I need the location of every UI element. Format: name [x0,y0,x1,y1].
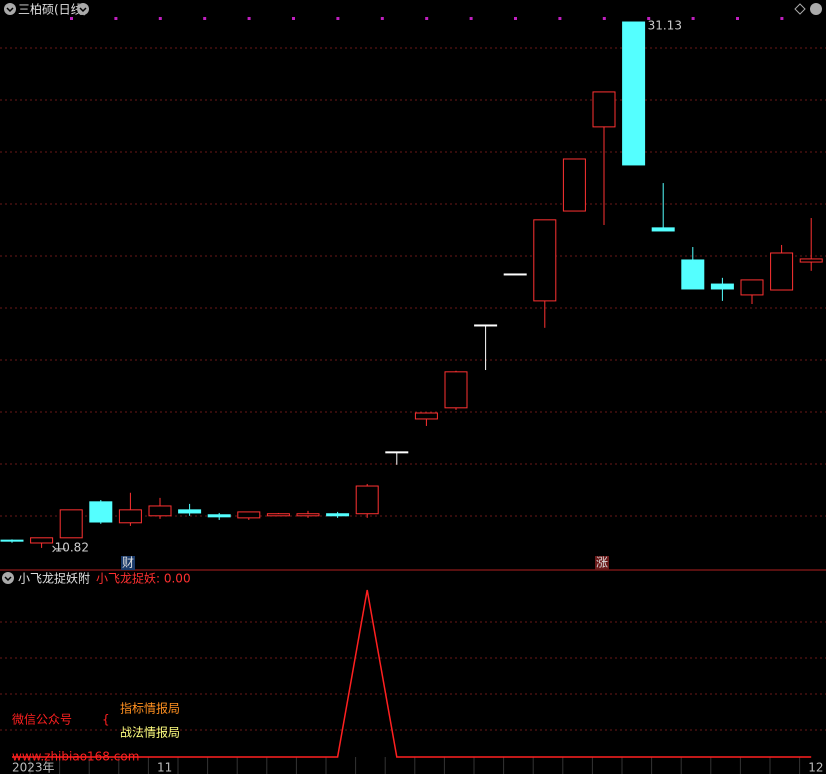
top-dot [691,17,695,20]
candle-body [385,451,409,454]
candle-body [770,252,794,291]
candle-body [355,485,379,515]
top-dot [336,17,340,20]
top-dot [647,17,651,20]
menu-chevron [6,7,14,13]
candle-body [237,511,261,519]
dropdown-icon[interactable] [77,3,89,15]
top-dot [425,17,429,20]
candle-body [799,258,823,263]
watermark-brace: { [102,713,110,727]
candle-body [207,514,231,518]
candle-body [444,371,468,409]
candle-body [503,273,527,276]
candle-body [562,158,586,212]
top-dot [380,17,384,20]
top-dot [558,17,562,20]
top-dot [780,17,784,20]
candle-body [414,412,438,420]
top-dot [292,17,295,20]
candle-body [266,513,290,517]
watermark-line: 战法情报局 [120,725,180,740]
candle-body [740,279,764,296]
x-tick-label: 2023年 [12,761,55,774]
diamond-icon[interactable] [794,3,806,15]
candle-body [326,513,350,517]
min-arrow [52,545,66,553]
max-label: 31.13 [648,19,682,33]
candle-body [59,509,83,539]
candle-body [89,501,113,523]
candle-body [0,539,24,542]
dropdown-chevron [79,7,87,13]
candle-body [622,21,646,166]
watermark-line: 指标情报局 [120,701,180,716]
marker-bg [595,556,609,570]
top-dot [247,17,251,20]
indicator-line [12,589,812,758]
x-tick-label: 11 [157,761,172,774]
candle-body [148,505,172,517]
candle-body [592,91,616,128]
top-dot [602,17,606,20]
candle-body [681,259,705,290]
candle-body [178,509,202,514]
top-dot [114,17,118,20]
indicator-chevron [4,576,12,582]
candle-body [474,324,498,327]
collapse-icon[interactable] [810,3,822,15]
indicator-legend: 小飞龙捉妖: 0.00 [96,571,191,586]
top-dot [469,17,473,20]
marker: 涨 [596,555,608,570]
candle-body [710,283,734,290]
candle-body [30,537,54,544]
indicator-title: 小飞龙捉妖附 [18,571,90,586]
top-dot [514,17,517,20]
candle-body [651,227,675,232]
candle-body [533,219,557,302]
top-dot [736,17,739,20]
top-dot [203,17,207,20]
candle-body [118,509,142,524]
marker-bg [121,556,135,570]
top-dot [70,17,73,20]
menu-icon[interactable] [4,3,16,15]
x-tick-label: 12 [808,761,823,774]
indicator-menu[interactable] [2,572,14,584]
min-label: 10.82 [55,540,89,554]
top-dot [158,17,162,20]
watermark-label: 微信公众号 [12,713,72,727]
marker: 财 [122,556,134,570]
main-title: 三柏硕(日线) [18,2,87,17]
candle-body [296,513,320,517]
